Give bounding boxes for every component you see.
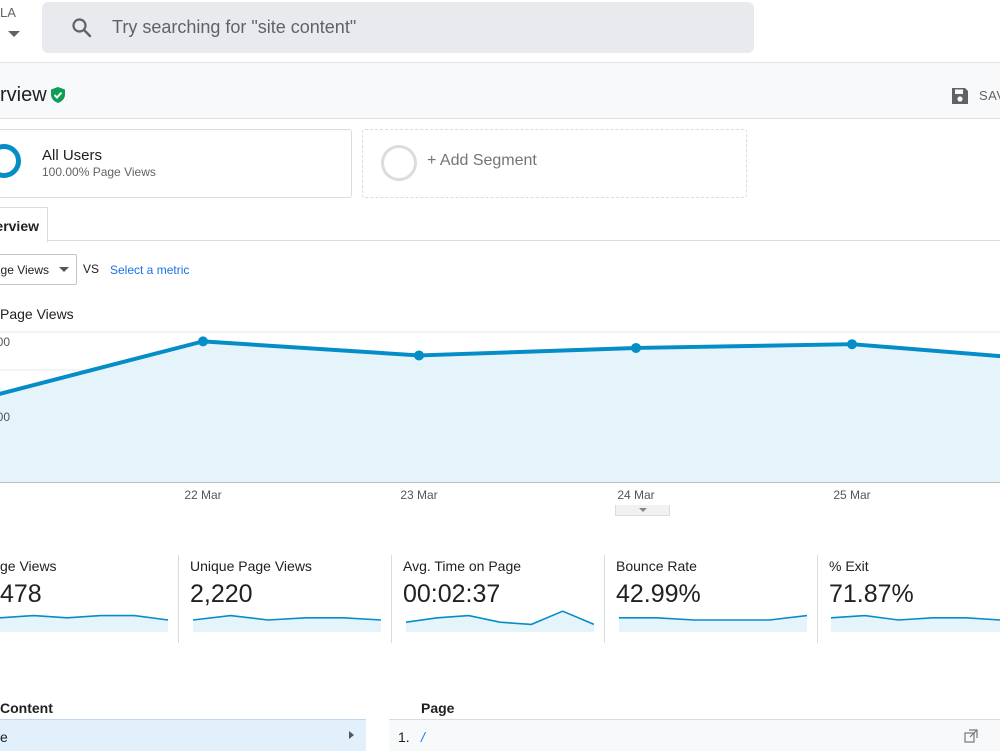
sparkline-line: [193, 614, 381, 621]
account-label[interactable]: LA: [0, 5, 16, 20]
vs-label: VS: [83, 262, 100, 276]
y-tick-label: 00: [0, 335, 10, 349]
scorecard-label: Avg. Time on Page: [403, 558, 522, 574]
scorecard-value: 2,220: [190, 580, 253, 608]
scorecard-value: 71.87%: [829, 580, 914, 608]
chart-area-fill: [0, 341, 1000, 482]
segment-all-users[interactable]: All Users 100.00% Page Views: [0, 129, 352, 198]
sparkline: [406, 610, 594, 632]
sparkline-area: [193, 615, 381, 632]
scorecard-unique-page-views[interactable]: Unique Page Views 2,220: [190, 555, 385, 645]
page-column-header: Page: [421, 700, 455, 716]
sparkline-line: [0, 614, 168, 621]
content-nav-label: e: [0, 729, 8, 745]
content-nav-item[interactable]: e: [0, 719, 366, 751]
chevron-down-icon: [639, 508, 647, 512]
scorecard-page-views[interactable]: ge Views 478: [0, 555, 175, 645]
scorecard-value: 478: [0, 580, 42, 608]
page-path-link[interactable]: /: [421, 729, 425, 745]
tab-overview[interactable]: erview: [0, 207, 48, 243]
chevron-right-icon: [349, 731, 354, 739]
scorecard-label: Unique Page Views: [190, 558, 312, 574]
page-title: rview: [0, 84, 47, 106]
scorecard-label: % Exit: [829, 558, 869, 574]
chart-resize-handle[interactable]: [615, 505, 670, 516]
sparkline-line: [406, 610, 594, 626]
segment-subtitle: 100.00% Page Views: [42, 165, 156, 179]
page-views-chart[interactable]: 00 00 22 Mar 23 Mar 24 Mar 25 Mar: [0, 320, 1000, 510]
scorecard-divider: [391, 555, 392, 643]
search-icon[interactable]: [70, 16, 94, 40]
tab-divider: [0, 240, 1000, 241]
scorecard-label: ge Views: [0, 558, 57, 574]
scorecard-avg-time-on-page[interactable]: Avg. Time on Page 00:02:37: [403, 555, 598, 645]
chart-data-point[interactable]: [414, 350, 424, 361]
sparkline-area: [831, 615, 1000, 632]
site-content-header: Content: [0, 700, 53, 716]
search-bar[interactable]: [42, 2, 754, 53]
x-tick-label: 22 Mar: [184, 488, 221, 502]
chart-series-label: Page Views: [0, 306, 74, 322]
tab-label: erview: [0, 218, 39, 234]
chevron-down-icon: [59, 267, 69, 272]
save-button[interactable]: SAV: [979, 88, 1000, 103]
scorecard-divider: [817, 555, 818, 643]
sparkline: [831, 614, 1000, 632]
segment-color-ring-icon: [0, 144, 21, 178]
verified-shield-icon: [51, 87, 65, 103]
open-in-new-icon[interactable]: [964, 729, 978, 743]
chart-data-point[interactable]: [198, 336, 208, 347]
metric-select-value: ge Views: [0, 263, 49, 277]
scorecard-value: 42.99%: [616, 580, 701, 608]
floppy-disk-icon[interactable]: [950, 86, 970, 106]
account-dropdown-caret-icon[interactable]: [0, 26, 20, 40]
sparkline-line: [831, 614, 1000, 621]
search-input[interactable]: [112, 14, 712, 40]
sparkline-area: [406, 611, 594, 632]
sparkline-line: [619, 614, 807, 621]
scorecard-exit-rate[interactable]: % Exit 71.87%: [829, 555, 1000, 645]
scorecard-divider: [604, 555, 605, 643]
add-segment-label: + Add Segment: [427, 152, 537, 169]
table-row: 1. /: [389, 719, 1000, 751]
x-tick-label: 23 Mar: [400, 488, 437, 502]
scorecard-divider: [178, 555, 179, 643]
chart-series-line: [0, 339, 1000, 396]
select-metric-link[interactable]: Select a metric: [110, 263, 190, 277]
scorecard-value: 00:02:37: [403, 580, 501, 608]
x-tick-label: 24 Mar: [617, 488, 654, 502]
sparkline-area: [619, 615, 807, 632]
sparkline: [0, 614, 168, 632]
add-segment-button[interactable]: + Add Segment: [362, 129, 747, 198]
empty-segment-ring-icon: [381, 145, 417, 181]
y-tick-label: 00: [0, 410, 10, 424]
chart-data-point[interactable]: [847, 339, 857, 350]
scorecard-bounce-rate[interactable]: Bounce Rate 42.99%: [616, 555, 811, 645]
sparkline-area: [0, 615, 168, 632]
scorecard-label: Bounce Rate: [616, 558, 697, 574]
metric-select[interactable]: ge Views: [0, 254, 77, 285]
segment-name: All Users: [42, 147, 103, 164]
chart-data-point[interactable]: [631, 342, 641, 353]
row-number: 1.: [398, 729, 410, 745]
sparkline: [193, 614, 381, 632]
report-header: rview SAV: [0, 63, 1000, 119]
sparkline: [619, 614, 807, 632]
x-tick-label: 25 Mar: [833, 488, 870, 502]
top-bar: LA: [0, 0, 1000, 63]
